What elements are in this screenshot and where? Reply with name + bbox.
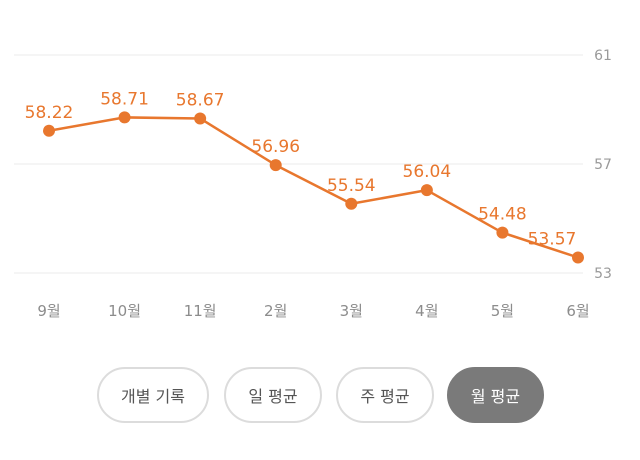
filter-daily-average-button[interactable]: 일 평균: [224, 367, 322, 423]
x-tick-label: 3월: [340, 302, 363, 320]
filter-monthly-average-button[interactable]: 월 평균: [447, 367, 544, 423]
data-point: [43, 124, 55, 137]
filter-weekly-average-button[interactable]: 주 평균: [336, 367, 434, 423]
data-points: [43, 111, 584, 264]
data-point: [345, 197, 358, 210]
x-tick-label: 4월: [415, 302, 438, 320]
x-tick-label: 5월: [491, 302, 514, 320]
data-label: 58.22: [25, 103, 74, 123]
y-tick-label: 53: [594, 266, 612, 282]
data-label: 58.71: [100, 89, 149, 109]
x-axis-ticks: 9월 10월 11월 2월 3월 4월 5월 6월: [37, 302, 589, 320]
data-label: 58.67: [176, 90, 225, 110]
data-point: [194, 112, 207, 125]
y-axis-ticks: 61 57 53: [594, 48, 612, 282]
data-label: 55.54: [327, 176, 376, 196]
x-tick-label: 9월: [37, 302, 60, 320]
data-point: [118, 111, 131, 124]
data-point: [572, 251, 584, 264]
data-point: [496, 226, 509, 239]
y-tick-label: 57: [594, 157, 612, 173]
x-tick-label: 11월: [184, 302, 217, 320]
y-tick-label: 61: [594, 48, 612, 64]
data-point: [420, 184, 433, 197]
chart-gridlines: [14, 54, 583, 274]
data-label: 54.48: [478, 205, 527, 225]
series-line: [47, 116, 580, 259]
period-filter-bar: 개별 기록 일 평균 주 평균 월 평균: [0, 367, 640, 425]
x-tick-label: 6월: [566, 302, 589, 320]
series-line-layer: [47, 116, 580, 259]
data-label: 56.96: [251, 137, 300, 157]
data-point: [269, 159, 282, 172]
data-label: 53.57: [528, 229, 577, 249]
monthly-average-line-chart: 61 57 53 9월 10월 11월 2월 3월 4월 5월 6월 58.22 58.71 58.6…: [14, 48, 612, 320]
x-tick-label: 10월: [108, 302, 141, 320]
filter-individual-records-button[interactable]: 개별 기록: [97, 367, 209, 423]
data-label: 56.04: [403, 162, 452, 182]
x-tick-label: 2월: [264, 302, 287, 320]
